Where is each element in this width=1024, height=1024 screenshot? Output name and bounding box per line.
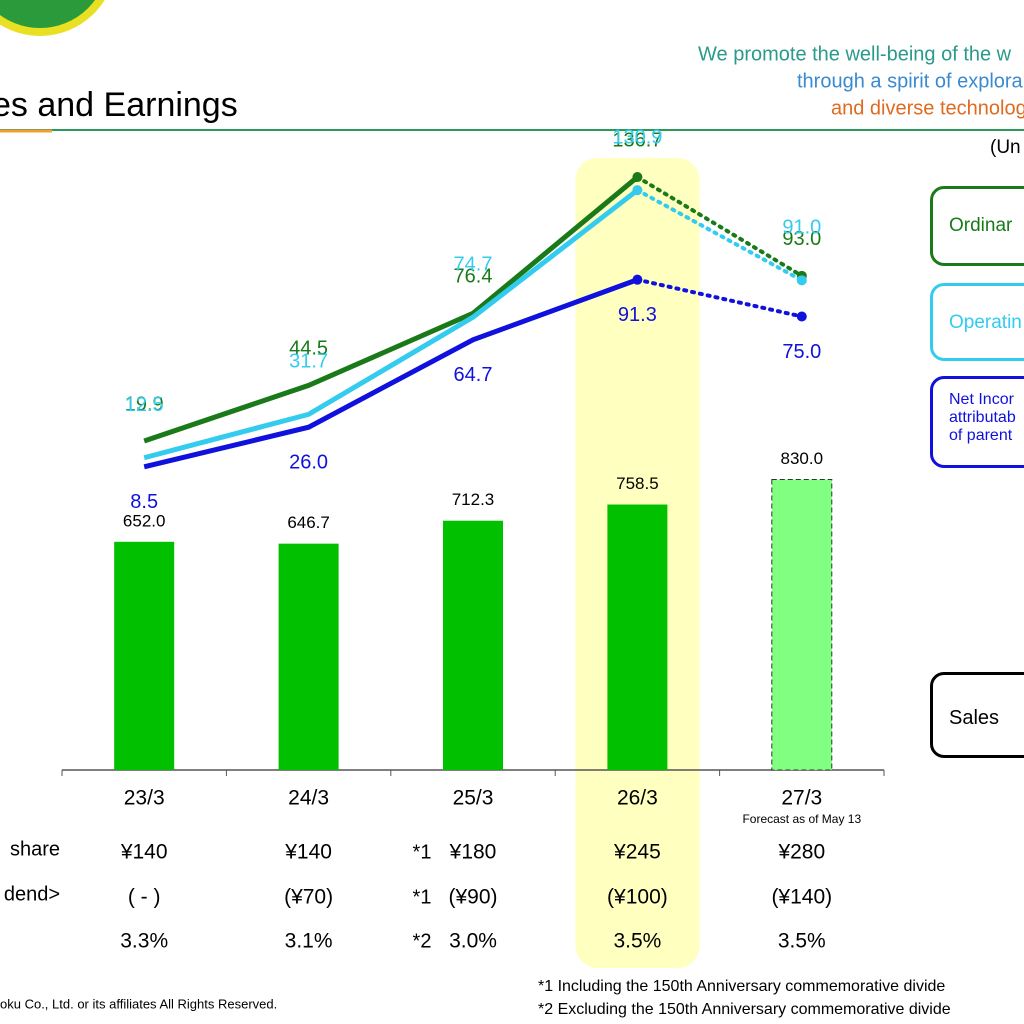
- copyright: oku Co., Ltd. or its affiliates All Righ…: [0, 996, 277, 1011]
- line: [143, 188, 639, 461]
- point: [632, 172, 643, 183]
- legend-callout: Sales: [930, 672, 1024, 758]
- value-label: 64.7: [454, 364, 493, 386]
- bar: [114, 541, 175, 770]
- value-label: 91.3: [618, 304, 657, 326]
- x-tick-label: 27/3: [781, 787, 822, 810]
- x-tick-label: 23/3: [124, 787, 165, 810]
- value-label: 19.9: [125, 393, 164, 415]
- value-label: 74.7: [454, 253, 493, 275]
- category-note: Forecast as of May 13: [742, 812, 861, 826]
- cell-note: *1: [413, 886, 432, 908]
- table-cell: 3.0%: [449, 930, 497, 953]
- x-tick-label: 24/3: [288, 787, 329, 810]
- bar: [278, 543, 339, 770]
- value-label: 136.7: [612, 129, 662, 151]
- bar-value-label: 712.3: [452, 490, 495, 509]
- value-label: 75.0: [782, 341, 821, 363]
- bar-value-label: 652.0: [123, 511, 166, 530]
- value-label: 44.5: [289, 338, 328, 360]
- bar-value-label: 830.0: [781, 449, 824, 468]
- forecast-line: [635, 188, 804, 283]
- bar: [607, 504, 668, 770]
- value-label: 76.4: [454, 266, 493, 288]
- table-cell: 3.5%: [613, 930, 661, 953]
- row-label: dend>: [4, 883, 60, 905]
- value-label: 93.0: [782, 228, 821, 250]
- bar: [771, 479, 833, 771]
- value-label: 12.5: [125, 394, 164, 416]
- x-tick-label: 25/3: [453, 787, 494, 810]
- line: [143, 277, 639, 470]
- table-cell: 3.1%: [285, 930, 333, 953]
- point: [796, 275, 807, 286]
- line: [143, 175, 639, 444]
- value-label: 26.0: [289, 452, 328, 474]
- logo: [0, 0, 105, 36]
- forecast-line: [635, 175, 804, 278]
- tagline: and diverse technolog: [831, 97, 1024, 119]
- table-cell: 3.5%: [778, 930, 826, 953]
- footnote: *2 Excluding the 150th Anniversary comme…: [538, 1001, 951, 1018]
- bar: [443, 520, 503, 770]
- table-cell: (¥70): [284, 886, 333, 909]
- value-label: 31.7: [289, 351, 328, 373]
- table-cell: (¥90): [448, 886, 497, 909]
- legend-callout: Operatin: [930, 283, 1024, 361]
- bar-value-label: 758.5: [616, 474, 659, 493]
- table-cell: ¥140: [120, 841, 168, 864]
- x-tick-label: 26/3: [617, 787, 658, 810]
- point: [632, 185, 643, 196]
- cell-note: *2: [413, 930, 432, 952]
- table-cell: 3.3%: [120, 930, 168, 953]
- value-label: 130.9: [612, 126, 662, 148]
- table-cell: ¥245: [613, 841, 661, 864]
- table-cell: ¥180: [449, 841, 497, 864]
- point: [796, 311, 807, 322]
- row-label: share: [10, 838, 60, 860]
- legend-callout: Net Incor attributab of parent: [930, 376, 1024, 468]
- unit: (Un: [990, 137, 1021, 158]
- bar-value-label: 646.7: [287, 513, 330, 532]
- footnote: *1 Including the 150th Anniversary comme…: [538, 978, 945, 995]
- title: es and Earnings: [0, 86, 238, 124]
- table-cell: ( - ): [128, 886, 161, 909]
- tagline: We promote the well-being of the w: [698, 43, 1012, 65]
- table-cell: (¥140): [771, 886, 832, 909]
- value-label: 91.0: [782, 217, 821, 239]
- tagline: through a spirit of explora: [797, 70, 1024, 92]
- legend-callout: Ordinar: [930, 186, 1024, 266]
- table-cell: (¥100): [607, 886, 668, 909]
- table-cell: ¥140: [284, 841, 332, 864]
- point: [632, 274, 643, 285]
- cell-note: *1: [413, 841, 432, 863]
- table-cell: ¥280: [777, 841, 825, 864]
- value-label: 8.5: [130, 491, 158, 513]
